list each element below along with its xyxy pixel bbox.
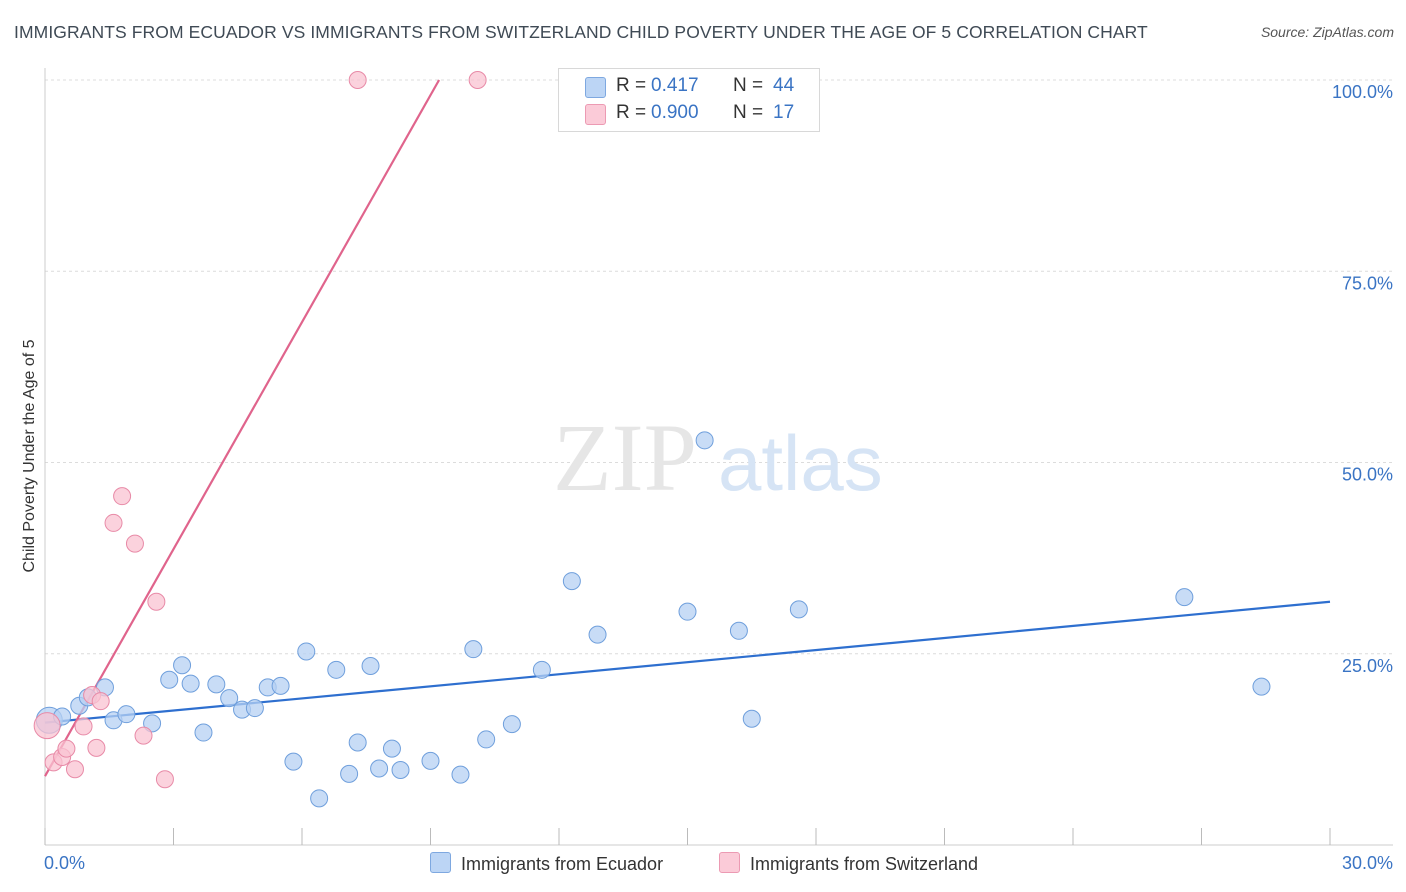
switzerland-point (104, 513, 123, 532)
legend-label-switzerland: Immigrants from Switzerland (750, 854, 979, 874)
ecuador-point (297, 642, 316, 661)
source-credit: Source: ZipAtlas.com (1260, 24, 1394, 40)
data-points (33, 71, 1271, 808)
ecuador-point (502, 715, 521, 734)
ecuador-point (117, 705, 136, 724)
ecuador-point (220, 689, 239, 708)
y-tick-label: 75.0% (1342, 273, 1393, 293)
switzerland-point (155, 770, 174, 789)
watermark-zip: ZIP (553, 404, 697, 511)
switzerland-point (147, 592, 166, 611)
ecuador-point (562, 572, 581, 591)
legend-r-label: R = (616, 102, 647, 123)
ecuador-point (742, 709, 761, 728)
legend-n-label: N = (733, 75, 764, 96)
y-tick-label: 100.0% (1332, 82, 1393, 102)
ecuador-point (1252, 677, 1271, 696)
y-tick-label: 25.0% (1342, 656, 1393, 676)
legend-swatch-ecuador (585, 77, 606, 98)
switzerland-point (33, 712, 61, 740)
ecuador-point (464, 640, 483, 659)
switzerland-point (65, 760, 84, 779)
x-tick-label: 30.0% (1342, 853, 1393, 873)
ecuador-point (327, 660, 346, 679)
ecuador-point (271, 676, 290, 695)
legend-n-label: N = (733, 102, 764, 123)
legend-swatch-switzerland (585, 104, 606, 125)
legend-r-value: 0.900 (651, 102, 699, 123)
legend-item-switzerland: Immigrants from Switzerland (719, 852, 978, 875)
ecuador-point (370, 759, 389, 778)
ecuador-point (143, 714, 162, 733)
ecuador-point (391, 761, 410, 780)
ecuador-point (310, 789, 329, 808)
ecuador-point (789, 600, 808, 619)
ecuador-point (588, 625, 607, 644)
ecuador-point (348, 733, 367, 752)
ecuador-point (245, 699, 264, 718)
y-tick-label: 50.0% (1342, 465, 1393, 485)
ecuador-point (361, 656, 380, 675)
ecuador-point (173, 656, 192, 675)
ecuador-point (695, 431, 714, 450)
switzerland-point (91, 692, 110, 711)
ecuador-point (160, 670, 179, 689)
ecuador-point (729, 621, 748, 640)
ecuador-point (477, 730, 496, 749)
chart-title: IMMIGRANTS FROM ECUADOR VS IMMIGRANTS FR… (14, 22, 1148, 42)
ecuador-point (181, 674, 200, 693)
ecuador-point (284, 752, 303, 771)
ecuador-point (678, 602, 697, 621)
watermark-atlas: atlas (718, 419, 883, 507)
ecuador-point (207, 675, 226, 694)
switzerland-point (74, 717, 93, 736)
legend-label-ecuador: Immigrants from Ecuador (461, 854, 664, 874)
legend-r-value: 0.417 (651, 75, 699, 96)
ecuador-point (194, 723, 213, 742)
ecuador-point (532, 660, 551, 679)
ecuador-point (1175, 588, 1194, 607)
switzerland-trend-line (44, 79, 441, 777)
ecuador-point (340, 764, 359, 783)
legend-swatch-switzerland (719, 852, 740, 873)
legend-n-value: 17 (773, 102, 795, 123)
y-axis-label: Child Poverty Under the Age of 5 (21, 339, 38, 572)
switzerland-point (113, 487, 132, 506)
watermark: ZIP atlas (553, 404, 883, 511)
switzerland-point (348, 71, 367, 89)
x-tick-label: 0.0% (44, 853, 85, 873)
ecuador-point (451, 765, 470, 784)
switzerland-point (125, 534, 144, 553)
switzerland-point (468, 71, 487, 89)
switzerland-point (134, 726, 153, 745)
ecuador-point (421, 751, 440, 770)
tick-labels: 25.0% 50.0% 75.0% 100.0% 0.0% 30.0% (44, 82, 1393, 873)
legend-item-ecuador: Immigrants from Ecuador (430, 852, 663, 875)
switzerland-point (87, 738, 106, 757)
ecuador-point (382, 739, 401, 758)
stats-legend: R = 0.417 N = 44 R = 0.900 N = 17 (558, 68, 820, 132)
legend-r-label: R = (616, 75, 647, 96)
grid-lines (45, 79, 1393, 655)
legend-n-value: 44 (773, 75, 795, 96)
legend-swatch-ecuador (430, 852, 451, 873)
switzerland-point (57, 739, 76, 758)
